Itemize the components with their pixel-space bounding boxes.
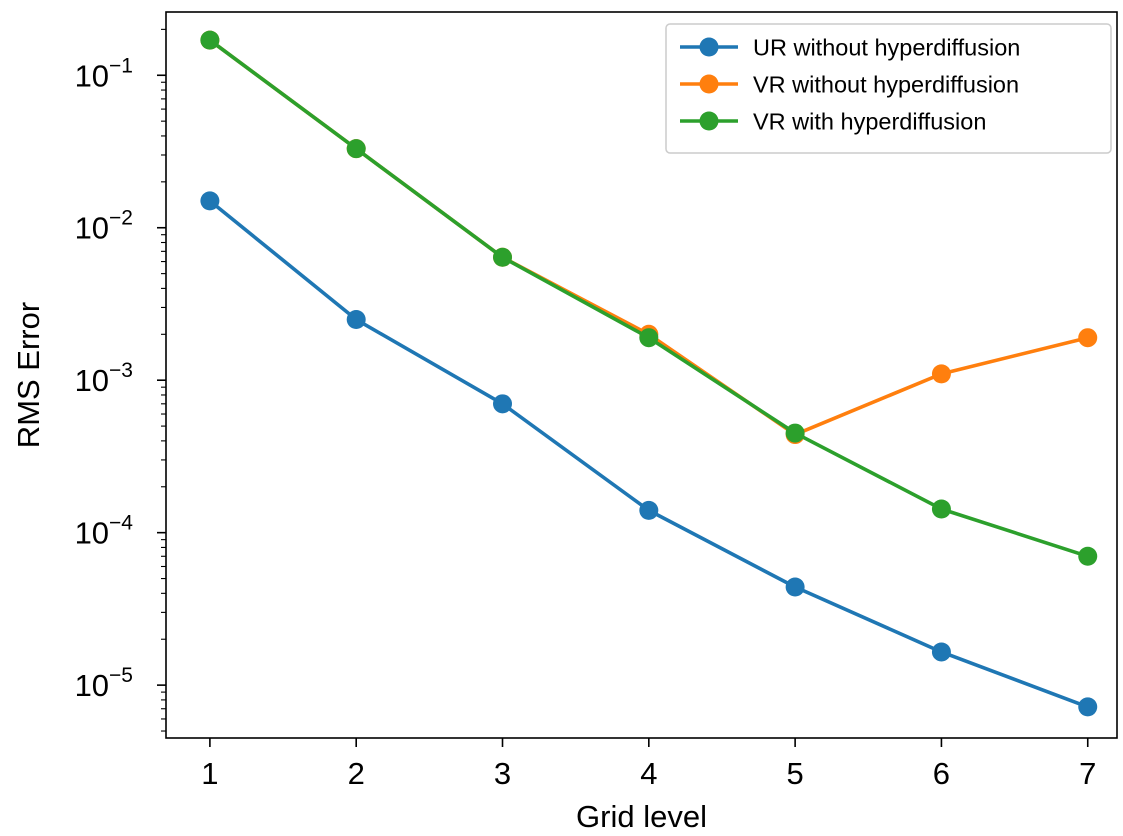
x-tick-label: 7 <box>1079 756 1096 791</box>
y-tick-label: 10−4 <box>75 512 134 551</box>
legend-swatch-marker <box>699 37 719 57</box>
y-tick-exponent: −4 <box>109 512 133 535</box>
legend-item: VR with hyperdiffusion <box>680 109 986 135</box>
data-point <box>639 328 659 348</box>
x-axis-label: Grid level <box>576 799 707 834</box>
y-tick-base: 10 <box>75 363 109 398</box>
x-tick-label: 1 <box>201 756 218 791</box>
data-point <box>200 191 220 211</box>
series-layer <box>200 30 1098 717</box>
legend: UR without hyperdiffusion VR without hype… <box>665 23 1112 154</box>
y-tick-base: 10 <box>75 211 109 246</box>
series-3 <box>200 30 1098 566</box>
data-point <box>639 500 659 520</box>
legend-item: VR without hyperdiffusion <box>680 72 1019 98</box>
x-axis-ticks: 1 2 3 4 5 6 7 <box>201 738 1096 791</box>
data-point <box>931 642 951 662</box>
data-point <box>785 423 805 443</box>
legend-swatch-marker <box>699 111 719 131</box>
data-point <box>1078 328 1098 348</box>
data-point <box>785 577 805 597</box>
legend-box <box>665 23 1112 154</box>
data-point <box>931 499 951 519</box>
data-point <box>200 30 220 50</box>
x-tick-label: 4 <box>640 756 657 791</box>
y-tick-exponent: −1 <box>109 54 133 77</box>
y-tick-label: 10−1 <box>75 54 133 93</box>
data-point <box>346 310 366 330</box>
y-tick-base: 10 <box>75 58 109 93</box>
legend-swatch-marker <box>699 74 719 94</box>
axes-frame <box>165 11 1118 739</box>
y-axis-ticks: 10−110−210−310−410−5 <box>75 28 166 732</box>
x-tick-label: 6 <box>933 756 950 791</box>
data-point <box>1078 546 1098 566</box>
series-1 <box>200 191 1098 717</box>
y-axis-label: RMS Error <box>11 302 46 448</box>
data-point <box>1078 697 1098 717</box>
y-tick-exponent: −5 <box>109 664 133 687</box>
data-point <box>346 139 366 159</box>
x-tick-label: 2 <box>348 756 365 791</box>
y-tick-label: 10−5 <box>75 664 133 703</box>
y-tick-base: 10 <box>75 668 109 703</box>
y-tick-exponent: −2 <box>109 207 133 230</box>
data-point <box>493 394 513 414</box>
y-tick-label: 10−2 <box>75 207 133 246</box>
legend-item: UR without hyperdiffusion <box>680 35 1020 61</box>
y-tick-base: 10 <box>75 516 109 551</box>
y-tick-label: 10−3 <box>75 359 133 398</box>
legend-label: VR without hyperdiffusion <box>753 72 1019 98</box>
data-point <box>931 364 951 384</box>
legend-label: VR with hyperdiffusion <box>753 109 986 135</box>
y-tick-exponent: −3 <box>109 359 133 382</box>
x-tick-label: 3 <box>494 756 511 791</box>
legend-label: UR without hyperdiffusion <box>753 35 1020 61</box>
data-point <box>493 247 513 267</box>
x-tick-label: 5 <box>786 756 803 791</box>
